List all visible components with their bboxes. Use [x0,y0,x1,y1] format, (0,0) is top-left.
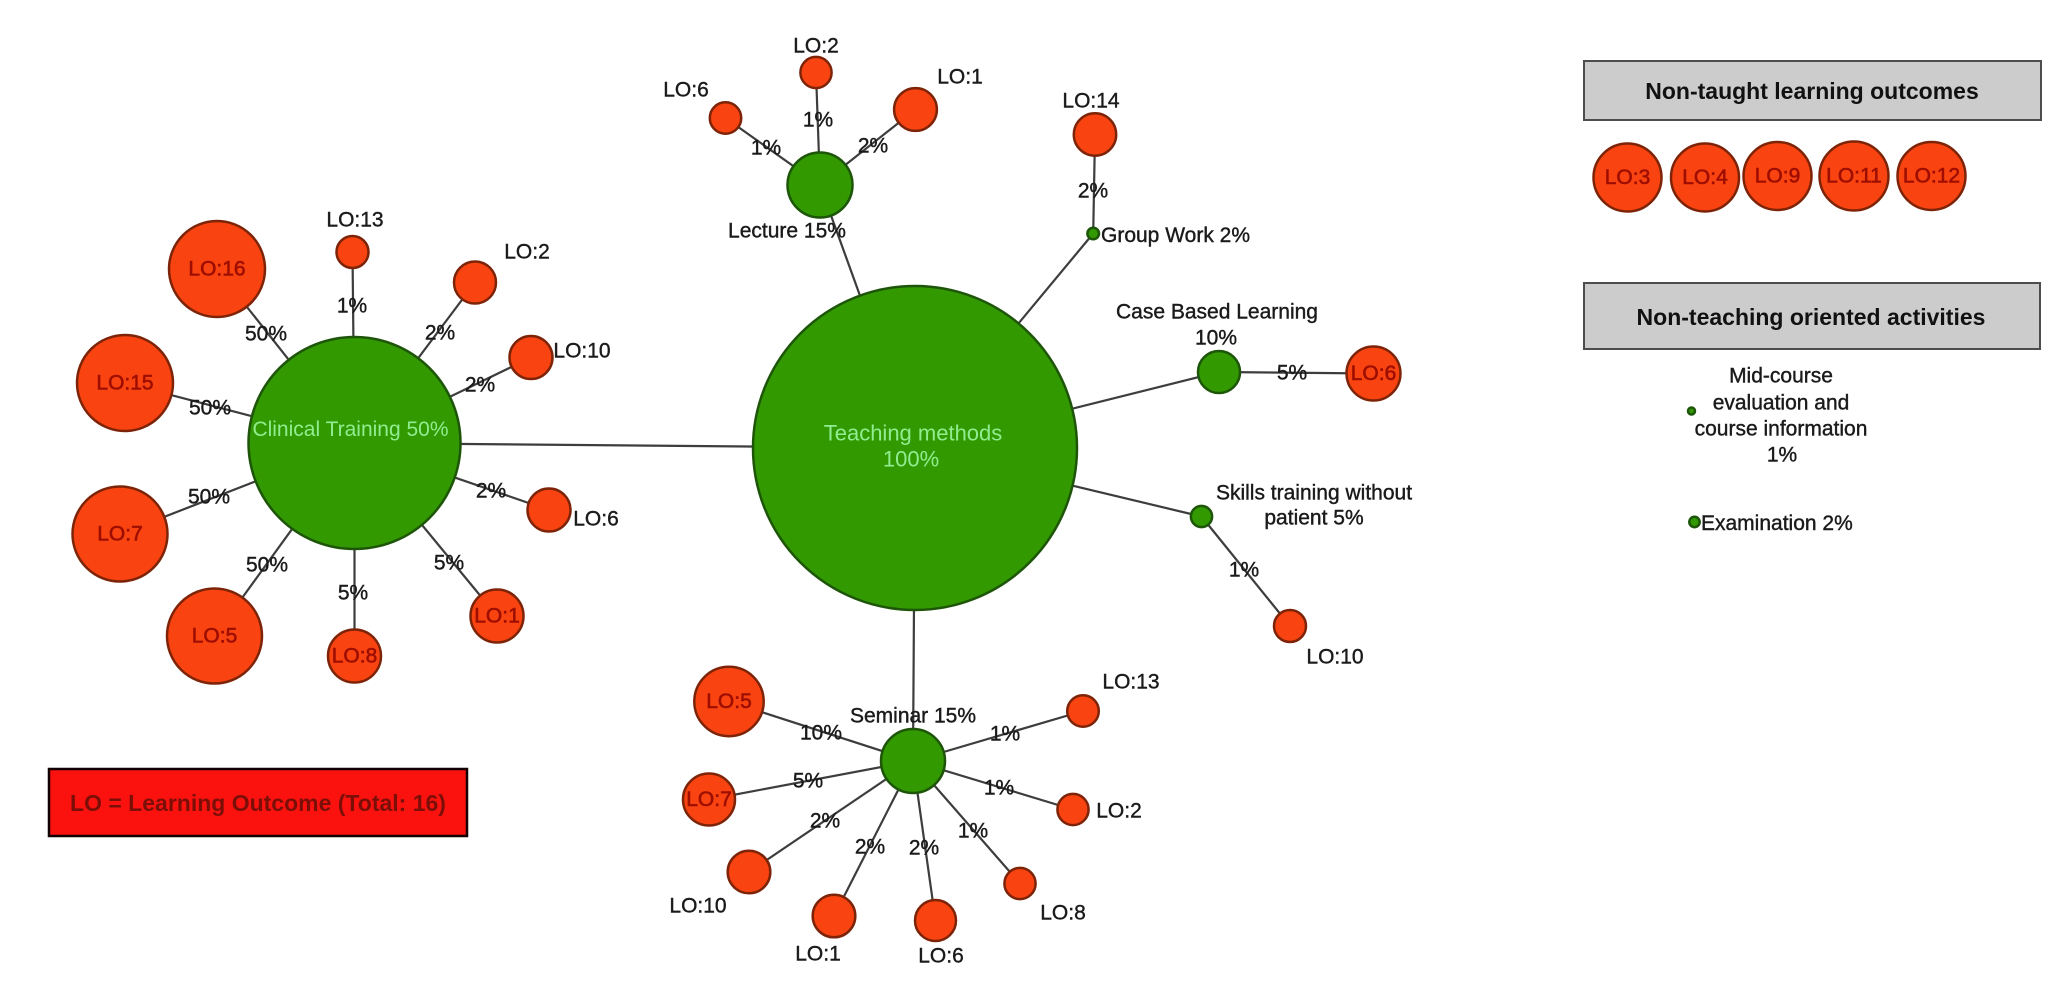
svg-text:LO:2: LO:2 [793,35,839,58]
svg-text:Non-taught learning outcomes: Non-taught learning outcomes [1645,78,1979,104]
svg-text:1%: 1% [984,777,1014,800]
svg-text:Teaching methods: Teaching methods [824,421,1003,446]
svg-text:100%: 100% [883,447,939,472]
svg-text:LO:1: LO:1 [474,605,520,628]
svg-text:2%: 2% [425,322,455,345]
svg-text:LO:10: LO:10 [1306,646,1363,669]
svg-text:course information: course information [1695,418,1868,441]
svg-text:LO:3: LO:3 [1605,166,1651,189]
svg-text:LO:7: LO:7 [97,523,143,546]
svg-text:2%: 2% [810,810,840,833]
svg-text:LO:6: LO:6 [1351,362,1397,385]
svg-text:50%: 50% [189,397,231,420]
svg-text:LO:1: LO:1 [795,943,841,966]
svg-text:Seminar 15%: Seminar 15% [850,705,976,728]
svg-text:LO:10: LO:10 [553,340,610,363]
svg-text:LO:4: LO:4 [1682,166,1728,189]
svg-text:LO:15: LO:15 [96,372,153,395]
svg-text:Group Work 2%: Group Work 2% [1101,224,1250,247]
svg-text:2%: 2% [858,135,888,158]
svg-text:LO:10: LO:10 [669,895,726,918]
svg-text:Case Based Learning: Case Based Learning [1116,301,1318,324]
svg-text:patient 5%: patient 5% [1264,507,1363,530]
svg-text:LO:8: LO:8 [332,645,378,668]
svg-text:evaluation and: evaluation and [1713,392,1850,415]
svg-text:Lecture 15%: Lecture 15% [728,220,846,243]
svg-text:5%: 5% [338,582,368,605]
svg-text:1%: 1% [1229,559,1259,582]
svg-text:50%: 50% [246,554,288,577]
svg-text:LO:6: LO:6 [573,508,619,531]
svg-text:5%: 5% [1277,362,1307,385]
svg-text:50%: 50% [245,323,287,346]
svg-text:2%: 2% [465,374,495,397]
svg-text:2%: 2% [476,480,506,503]
svg-text:LO:16: LO:16 [188,258,245,281]
svg-text:LO:12: LO:12 [1903,165,1960,188]
svg-text:Examination 2%: Examination 2% [1701,512,1853,535]
svg-text:Clinical Training 50%: Clinical Training 50% [252,418,448,441]
svg-text:LO:13: LO:13 [1102,671,1159,694]
svg-text:LO = Learning Outcome (Total:: LO = Learning Outcome (Total: 16) [70,790,446,816]
svg-text:1%: 1% [990,723,1020,746]
svg-text:LO:2: LO:2 [504,241,550,264]
svg-text:1%: 1% [751,137,781,160]
svg-text:1%: 1% [803,109,833,132]
svg-text:LO:5: LO:5 [706,690,752,713]
svg-text:LO:7: LO:7 [686,788,732,811]
svg-text:5%: 5% [793,770,823,793]
svg-text:Non-teaching oriented activiti: Non-teaching oriented activities [1637,304,1986,330]
svg-text:2%: 2% [909,837,939,860]
svg-text:1%: 1% [958,820,988,843]
svg-text:5%: 5% [434,552,464,575]
svg-text:1%: 1% [337,295,367,318]
svg-text:2%: 2% [1078,180,1108,203]
svg-text:LO:2: LO:2 [1096,800,1142,823]
svg-text:LO:6: LO:6 [663,79,709,102]
svg-text:10%: 10% [1195,327,1237,350]
svg-text:LO:8: LO:8 [1040,902,1086,925]
svg-text:Skills training without: Skills training without [1216,482,1412,505]
svg-text:LO:11: LO:11 [1826,165,1882,188]
svg-text:1%: 1% [1767,444,1797,467]
svg-text:LO:13: LO:13 [326,209,383,232]
svg-text:LO:14: LO:14 [1062,90,1120,113]
svg-text:LO:1: LO:1 [937,66,983,89]
svg-text:LO:9: LO:9 [1755,165,1801,188]
svg-text:2%: 2% [855,836,885,859]
svg-text:LO:6: LO:6 [918,945,964,968]
svg-text:10%: 10% [800,722,842,745]
svg-text:50%: 50% [188,486,230,509]
svg-text:LO:5: LO:5 [192,625,238,648]
svg-text:Mid-course: Mid-course [1729,365,1833,388]
